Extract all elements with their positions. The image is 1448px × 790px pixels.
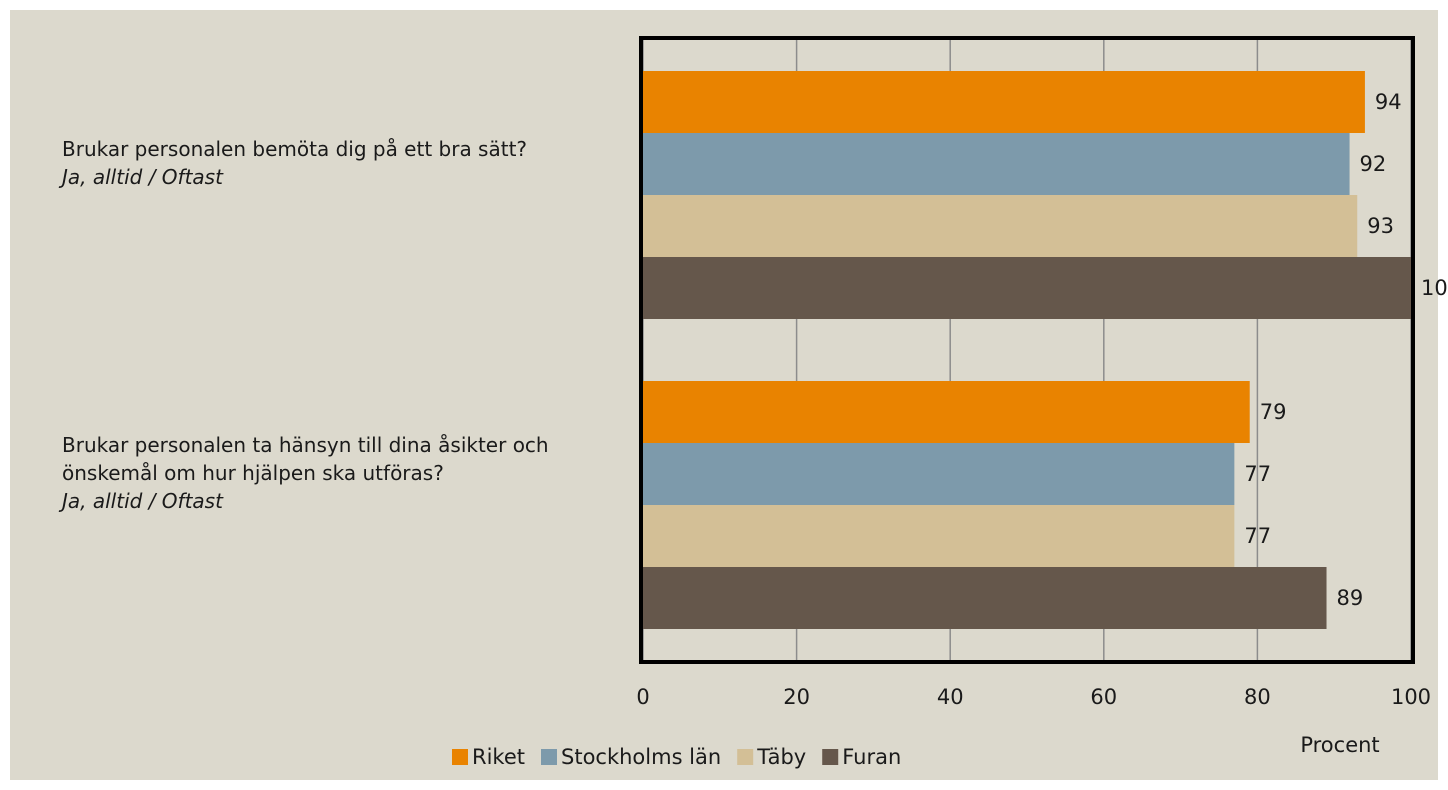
legend-swatch [822, 749, 839, 765]
data-label: 79 [1260, 400, 1287, 424]
legend-label: Riket [472, 745, 525, 769]
x-axis-title: Procent [1300, 733, 1379, 757]
bar [643, 257, 1411, 319]
bar [643, 133, 1350, 195]
legend-swatch [737, 749, 754, 765]
legend-swatch [541, 749, 557, 765]
bar [643, 505, 1235, 567]
data-label: 77 [1244, 524, 1271, 548]
data-label: 92 [1360, 152, 1387, 176]
data-label: 89 [1337, 586, 1364, 610]
category-subtitle: Ja, alltid / Oftast [62, 165, 223, 189]
x-tick-label: 40 [937, 685, 964, 709]
bar [643, 381, 1250, 443]
x-tick-label: 20 [783, 685, 810, 709]
bar [643, 195, 1358, 257]
bar [643, 567, 1327, 629]
legend-label: Furan [842, 745, 901, 769]
legend-swatch [452, 749, 468, 765]
data-label: 93 [1367, 214, 1394, 238]
x-tick-label: 0 [636, 685, 649, 709]
category-subtitle: Ja, alltid / Oftast [62, 489, 223, 513]
data-label: 77 [1244, 462, 1271, 486]
legend-label: Stockholms län [561, 745, 721, 769]
bar [643, 71, 1365, 133]
category-question: Brukar personalen ta hänsyn till dina ås… [62, 433, 549, 485]
data-label: 100 [1421, 276, 1448, 300]
category-label: Brukar personalen bemöta dig på ett bra … [62, 135, 582, 191]
x-tick-label: 80 [1244, 685, 1271, 709]
x-tick-label: 100 [1391, 685, 1431, 709]
bar [643, 443, 1235, 505]
plot-border [639, 36, 1415, 664]
category-question: Brukar personalen bemöta dig på ett bra … [62, 137, 528, 161]
x-tick-label: 60 [1090, 685, 1117, 709]
data-label: 94 [1375, 90, 1402, 114]
legend-label: Täby [756, 745, 806, 769]
category-label: Brukar personalen ta hänsyn till dina ås… [62, 431, 582, 515]
